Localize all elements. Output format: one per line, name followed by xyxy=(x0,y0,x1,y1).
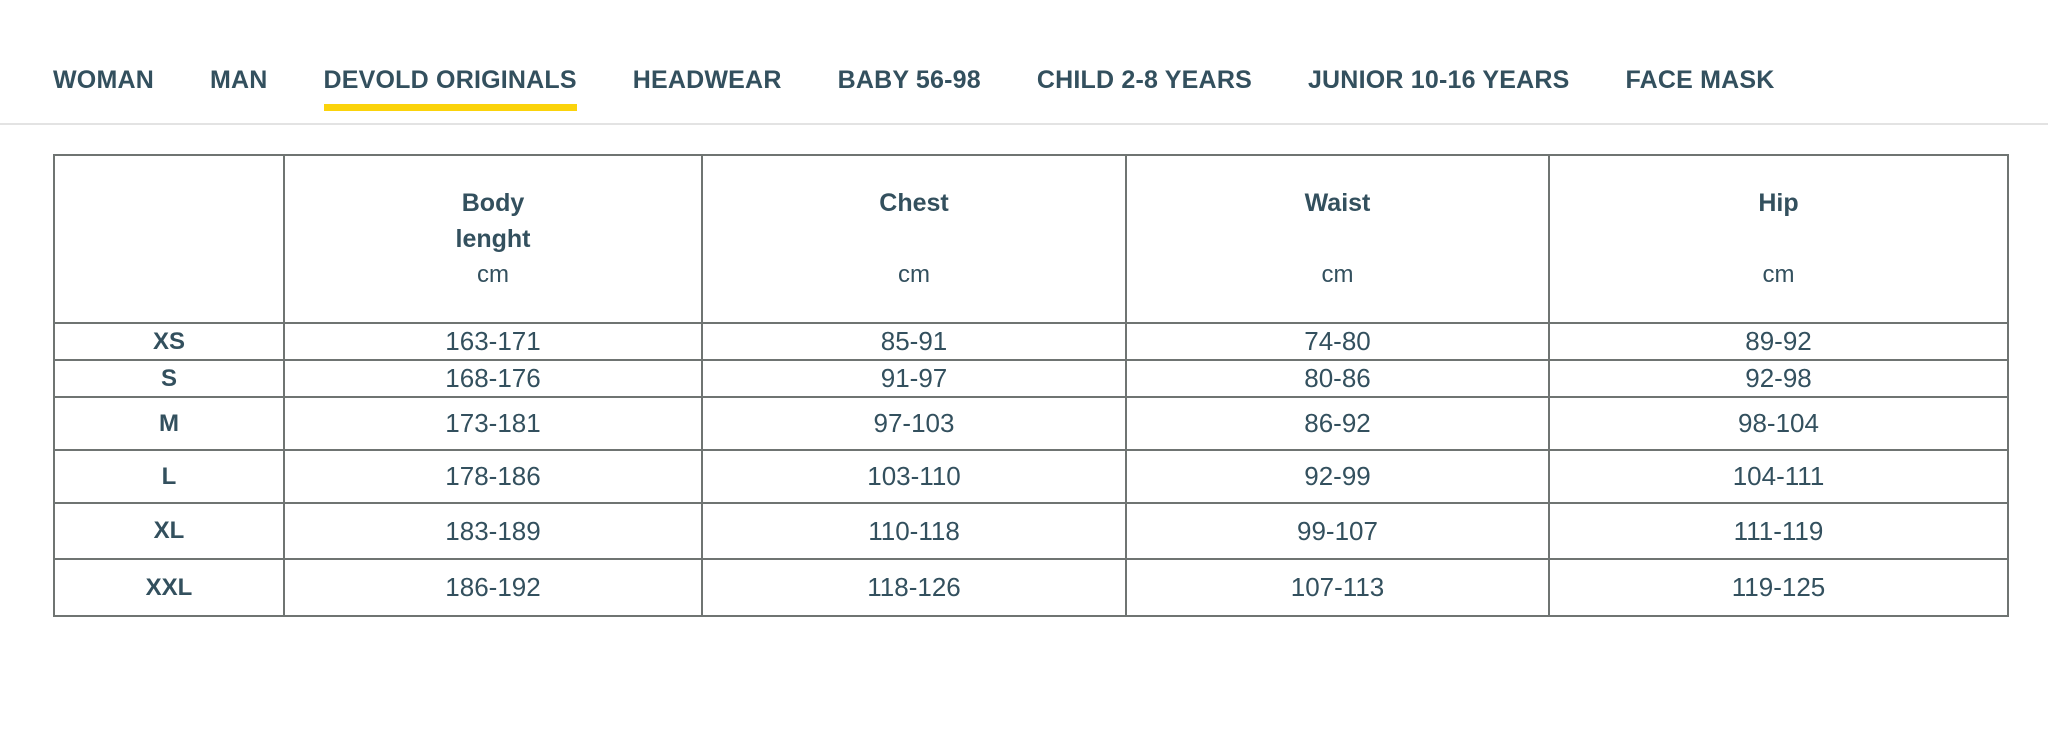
column-unit: cm xyxy=(477,261,509,288)
tab-bar-divider xyxy=(0,123,2048,125)
chest-value: 110-118 xyxy=(701,502,1127,560)
active-tab-underline xyxy=(323,104,577,111)
size-chart-table: Body lenght cm Chest cm Waist cm Hip cm xyxy=(53,154,2009,617)
body-length-value: 168-176 xyxy=(283,359,703,398)
tab-label: HEADWEAR xyxy=(632,66,782,94)
hip-value: 119-125 xyxy=(1548,558,2009,617)
body-length-value: 186-192 xyxy=(283,558,703,617)
column-unit: cm xyxy=(1762,261,1795,288)
size-chart-section: Body lenght cm Chest cm Waist cm Hip cm xyxy=(53,154,2048,617)
column-title: Waist xyxy=(1304,189,1371,217)
size-label: L xyxy=(53,449,285,504)
table-row-xs: XS 163-171 85-91 74-80 89-92 xyxy=(53,322,2009,361)
hip-value: 89-92 xyxy=(1548,322,2009,361)
chest-value: 97-103 xyxy=(701,396,1127,451)
waist-value: 80-86 xyxy=(1125,359,1550,398)
tab-child-2-8-years[interactable]: CHILD 2-8 YEARS xyxy=(1037,66,1252,111)
hip-value: 111-119 xyxy=(1548,502,2009,560)
size-chart-tab-bar: WOMAN MAN DEVOLD ORIGINALS HEADWEAR BABY… xyxy=(0,66,2048,125)
chest-value: 118-126 xyxy=(701,558,1127,617)
waist-value: 74-80 xyxy=(1125,322,1550,361)
tab-label: FACE MASK xyxy=(1625,66,1775,94)
waist-value: 107-113 xyxy=(1125,558,1550,617)
chest-value: 103-110 xyxy=(701,449,1127,504)
table-row-m: M 173-181 97-103 86-92 98-104 xyxy=(53,396,2009,451)
tab-label: JUNIOR 10-16 YEARS xyxy=(1307,66,1570,94)
hip-value: 92-98 xyxy=(1548,359,2009,398)
column-header-waist: Waist cm xyxy=(1125,154,1550,324)
hip-value: 104-111 xyxy=(1548,449,2009,504)
body-length-value: 163-171 xyxy=(283,322,703,361)
tab-woman[interactable]: WOMAN xyxy=(53,66,154,111)
tab-label: CHILD 2-8 YEARS xyxy=(1036,66,1252,94)
body-length-value: 183-189 xyxy=(283,502,703,560)
size-label: XXL xyxy=(53,558,285,617)
table-row-xl: XL 183-189 110-118 99-107 111-119 xyxy=(53,502,2009,560)
size-column-header xyxy=(53,154,285,324)
column-title: Chest xyxy=(879,189,949,217)
column-title: Hip xyxy=(1758,189,1799,217)
waist-value: 86-92 xyxy=(1125,396,1550,451)
size-label: XL xyxy=(53,502,285,560)
size-label: XS xyxy=(53,322,285,361)
column-header-body-length: Body lenght cm xyxy=(283,154,703,324)
waist-value: 92-99 xyxy=(1125,449,1550,504)
tab-man[interactable]: MAN xyxy=(210,66,268,111)
table-row-xxl: XXL 186-192 118-126 107-113 119-125 xyxy=(53,558,2009,617)
table-row-s: S 168-176 91-97 80-86 92-98 xyxy=(53,359,2009,398)
size-label: S xyxy=(53,359,285,398)
column-title: Body lenght xyxy=(455,189,531,253)
tab-headwear[interactable]: HEADWEAR xyxy=(633,66,782,111)
hip-value: 98-104 xyxy=(1548,396,2009,451)
column-unit: cm xyxy=(898,261,930,288)
tab-list: WOMAN MAN DEVOLD ORIGINALS HEADWEAR BABY… xyxy=(53,66,2048,111)
tab-baby-56-98[interactable]: BABY 56-98 xyxy=(838,66,981,111)
tab-label: DEVOLD ORIGINALS xyxy=(323,66,577,94)
chest-value: 91-97 xyxy=(701,359,1127,398)
tab-label: BABY 56-98 xyxy=(837,66,981,94)
tab-junior-10-16-years[interactable]: JUNIOR 10-16 YEARS xyxy=(1308,66,1570,111)
tab-label: MAN xyxy=(209,66,268,94)
tab-devold-originals[interactable]: DEVOLD ORIGINALS xyxy=(323,66,577,111)
body-length-value: 173-181 xyxy=(283,396,703,451)
table-row-l: L 178-186 103-110 92-99 104-111 xyxy=(53,449,2009,504)
size-label: M xyxy=(53,396,285,451)
chest-value: 85-91 xyxy=(701,322,1127,361)
column-header-chest: Chest cm xyxy=(701,154,1127,324)
waist-value: 99-107 xyxy=(1125,502,1550,560)
column-unit: cm xyxy=(1321,261,1354,288)
body-length-value: 178-186 xyxy=(283,449,703,504)
tab-label: WOMAN xyxy=(53,66,154,94)
column-header-hip: Hip cm xyxy=(1548,154,2009,324)
header-row: Body lenght cm Chest cm Waist cm Hip cm xyxy=(53,154,2009,324)
tab-face-mask[interactable]: FACE MASK xyxy=(1626,66,1775,111)
